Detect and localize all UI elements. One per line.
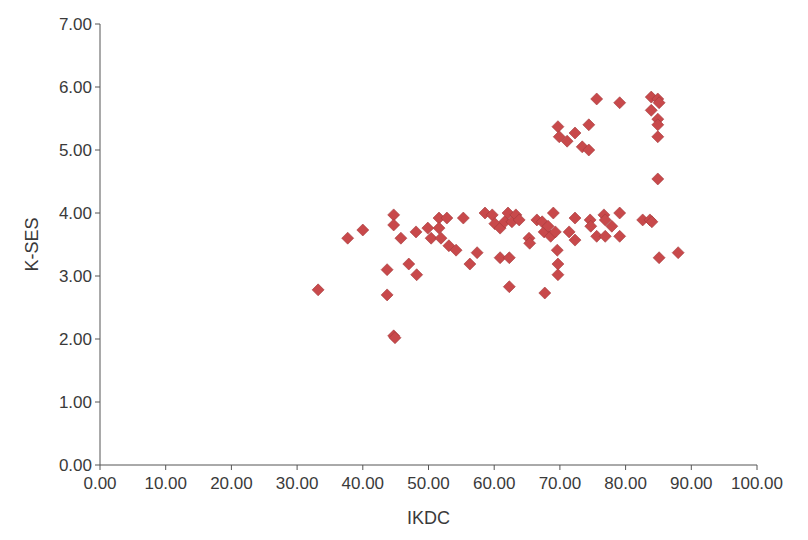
- point: [441, 212, 453, 224]
- x-tick-label: 80.00: [604, 474, 647, 493]
- point: [653, 97, 665, 109]
- y-tick: [95, 150, 100, 151]
- point: [653, 252, 665, 264]
- x-tick-label: 30.00: [276, 474, 319, 493]
- point: [646, 216, 658, 228]
- x-tick-label: 60.00: [473, 474, 516, 493]
- x-tick: [297, 465, 298, 470]
- point: [395, 232, 407, 244]
- point: [585, 220, 597, 232]
- y-tick: [95, 465, 100, 466]
- point: [342, 232, 354, 244]
- x-tick-label: 20.00: [210, 474, 253, 493]
- y-tick: [95, 276, 100, 277]
- x-tick: [559, 465, 560, 470]
- x-tick-label: 40.00: [342, 474, 385, 493]
- point: [652, 119, 664, 131]
- point: [561, 135, 573, 147]
- point: [583, 144, 595, 156]
- point: [539, 287, 551, 299]
- point: [410, 226, 422, 238]
- y-tick-label: 4.00: [59, 204, 92, 223]
- point: [606, 220, 618, 232]
- x-tick: [757, 465, 758, 470]
- point: [464, 258, 476, 270]
- y-tick-label: 6.00: [59, 78, 92, 97]
- x-tick: [494, 465, 495, 470]
- y-tick-label: 5.00: [59, 141, 92, 160]
- point: [403, 258, 415, 270]
- point: [381, 264, 393, 276]
- y-tick: [95, 213, 100, 214]
- point: [357, 224, 369, 236]
- y-tick-label: 2.00: [59, 330, 92, 349]
- point: [513, 214, 525, 226]
- x-tick-label: 0.00: [83, 474, 116, 493]
- point: [614, 230, 626, 242]
- x-tick: [428, 465, 429, 470]
- point: [411, 269, 423, 281]
- point: [591, 93, 603, 105]
- x-tick-label: 90.00: [670, 474, 713, 493]
- x-tick: [691, 465, 692, 470]
- point: [312, 284, 324, 296]
- point: [614, 207, 626, 219]
- point: [524, 237, 536, 249]
- point: [435, 232, 447, 244]
- point: [389, 332, 401, 344]
- y-tick: [95, 24, 100, 25]
- x-tick-label: 70.00: [539, 474, 582, 493]
- points: [312, 91, 684, 344]
- point: [549, 226, 561, 238]
- point: [599, 230, 611, 242]
- point: [422, 222, 434, 234]
- point: [388, 219, 400, 231]
- y-axis-line: [100, 24, 101, 465]
- point: [433, 222, 445, 234]
- point: [551, 244, 563, 256]
- x-tick-label: 10.00: [144, 474, 187, 493]
- point: [645, 104, 657, 116]
- point: [381, 289, 393, 301]
- x-tick-label: 50.00: [407, 474, 450, 493]
- point: [552, 269, 564, 281]
- x-tick: [362, 465, 363, 470]
- point: [503, 281, 515, 293]
- point: [672, 247, 684, 259]
- x-axis-label: IKDC: [407, 508, 450, 528]
- point: [547, 207, 559, 219]
- point: [503, 252, 515, 264]
- point: [583, 119, 595, 131]
- x-tick: [231, 465, 232, 470]
- y-tick-label: 1.00: [59, 393, 92, 412]
- y-tick: [95, 87, 100, 88]
- y-axis-label: K-SES: [22, 217, 42, 271]
- x-tick: [165, 465, 166, 470]
- y-tick-label: 0.00: [59, 456, 92, 475]
- point: [552, 121, 564, 133]
- point: [652, 173, 664, 185]
- x-tick-label: 100.00: [731, 474, 783, 493]
- y-tick: [95, 339, 100, 340]
- point: [652, 131, 664, 143]
- y-tick-label: 7.00: [59, 15, 92, 34]
- y-tick-label: 3.00: [59, 267, 92, 286]
- point: [450, 244, 462, 256]
- point: [569, 234, 581, 246]
- point: [569, 212, 581, 224]
- chart: 0.00 1.00 2.00 3.00 4.00 5.00 6.00 7.00 0.00 10.0…: [0, 0, 808, 540]
- point: [552, 258, 564, 270]
- y-tick: [95, 402, 100, 403]
- x-tick: [100, 465, 101, 470]
- x-tick: [625, 465, 626, 470]
- point: [457, 212, 469, 224]
- point: [614, 97, 626, 109]
- point: [471, 247, 483, 259]
- point: [569, 127, 581, 139]
